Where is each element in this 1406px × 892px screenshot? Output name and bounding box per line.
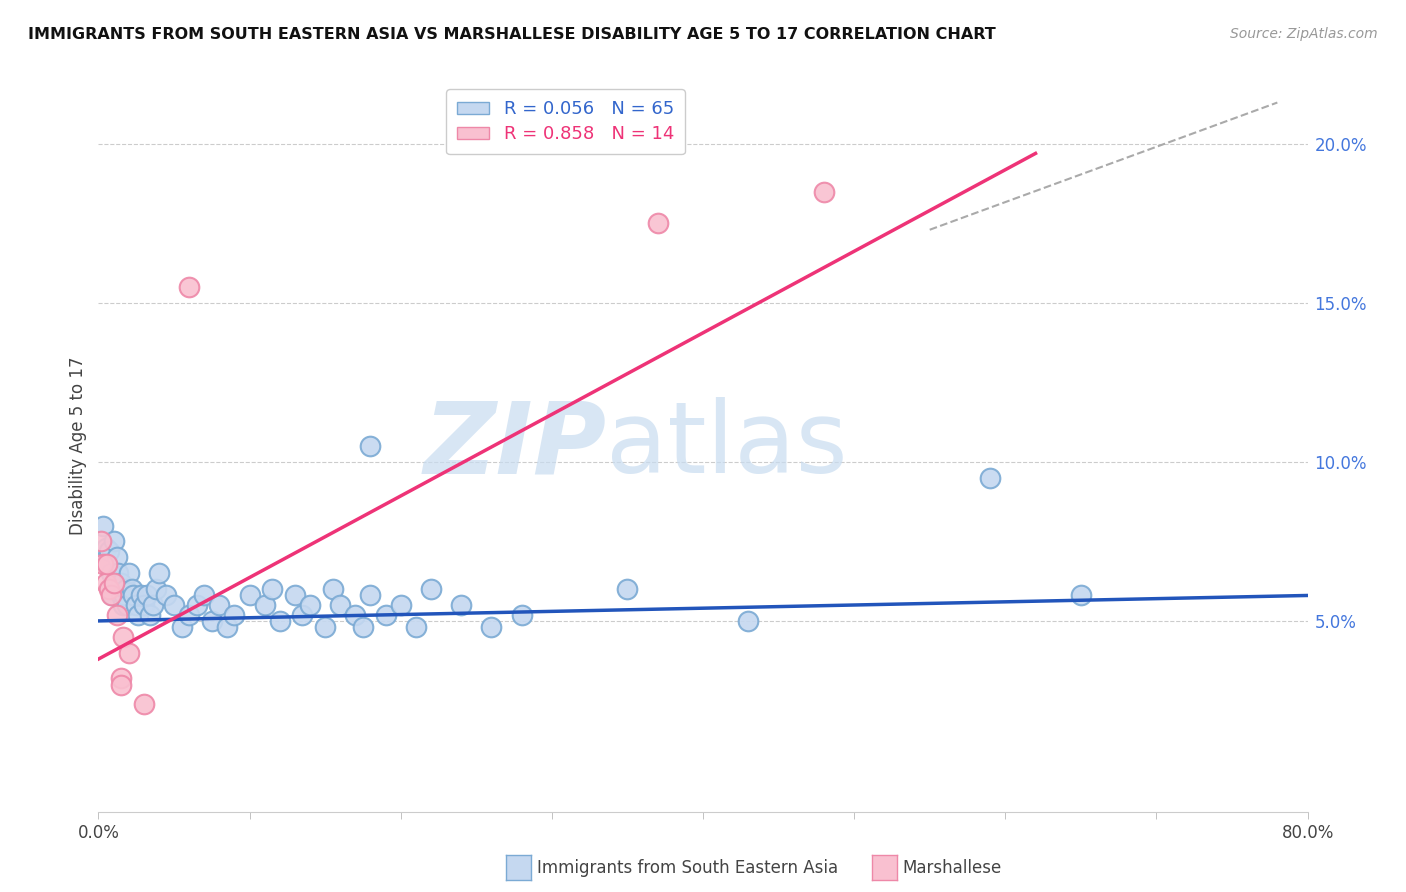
Point (360, 439, 382, 453)
Point (115, 598, 138, 612)
Point (125, 598, 148, 612)
Point (291, 607, 314, 622)
Point (170, 620, 193, 634)
Text: ZIP: ZIP (423, 398, 606, 494)
Point (103, 534, 125, 549)
Point (110, 671, 132, 685)
Point (110, 589, 132, 603)
Point (112, 589, 135, 603)
Point (193, 589, 215, 603)
Point (108, 582, 131, 596)
Point (239, 589, 262, 603)
Text: Marshallese: Marshallese (903, 859, 1002, 877)
Point (96, 557, 118, 571)
Point (201, 614, 224, 628)
Point (103, 575, 125, 590)
Point (186, 598, 208, 612)
Point (737, 614, 759, 628)
Point (405, 620, 427, 634)
Legend: R = 0.056   N = 65, R = 0.858   N = 14: R = 0.056 N = 65, R = 0.858 N = 14 (446, 89, 685, 154)
Point (122, 589, 145, 603)
Point (145, 582, 167, 596)
Y-axis label: Disability Age 5 to 17: Disability Age 5 to 17 (69, 357, 87, 535)
Point (105, 607, 128, 622)
Point (269, 614, 291, 628)
Point (142, 598, 165, 612)
Point (647, 216, 669, 230)
Point (139, 607, 162, 622)
Point (420, 582, 443, 596)
Point (132, 598, 155, 612)
Point (104, 575, 127, 590)
Point (360, 589, 382, 603)
Point (179, 607, 201, 622)
Point (98, 544, 121, 558)
Point (132, 697, 155, 711)
Point (352, 620, 374, 634)
Point (155, 589, 177, 603)
Point (179, 280, 201, 294)
Text: IMMIGRANTS FROM SOUTH EASTERN ASIA VS MARSHALLESE DISABILITY AGE 5 TO 17 CORRELA: IMMIGRANTS FROM SOUTH EASTERN ASIA VS MA… (28, 27, 995, 42)
Point (110, 677, 132, 691)
Point (107, 566, 129, 581)
Point (135, 589, 157, 603)
Point (118, 566, 141, 581)
Text: atlas: atlas (606, 398, 848, 494)
Point (90, 534, 112, 549)
Text: Immigrants from South Eastern Asia: Immigrants from South Eastern Asia (537, 859, 838, 877)
Point (616, 582, 638, 596)
Point (129, 589, 152, 603)
Point (344, 607, 367, 622)
Point (96, 557, 118, 571)
Point (100, 566, 122, 581)
Point (374, 607, 396, 622)
Point (450, 598, 472, 612)
Point (118, 646, 141, 660)
Point (127, 607, 149, 622)
Point (329, 598, 352, 612)
Point (111, 630, 134, 644)
Point (98, 582, 121, 596)
Point (253, 598, 276, 612)
Point (481, 620, 503, 634)
Point (813, 185, 835, 199)
Point (322, 582, 344, 596)
Point (314, 620, 336, 634)
Point (91, 557, 114, 571)
Point (979, 471, 1001, 485)
Point (208, 598, 231, 612)
Point (1070, 589, 1092, 603)
Point (121, 582, 143, 596)
Point (91, 518, 114, 533)
Point (262, 582, 284, 596)
Point (284, 589, 307, 603)
Text: Source: ZipAtlas.com: Source: ZipAtlas.com (1230, 27, 1378, 41)
Point (114, 582, 136, 596)
Point (101, 589, 124, 603)
Point (94, 575, 117, 590)
Point (224, 607, 246, 622)
Point (148, 566, 170, 581)
Point (100, 582, 122, 596)
Point (94, 541, 117, 555)
Point (510, 607, 533, 622)
Point (110, 575, 132, 590)
Point (105, 550, 128, 565)
Point (299, 598, 322, 612)
Point (163, 598, 186, 612)
Point (215, 620, 238, 634)
Point (389, 598, 412, 612)
Point (100, 589, 122, 603)
Point (111, 598, 134, 612)
